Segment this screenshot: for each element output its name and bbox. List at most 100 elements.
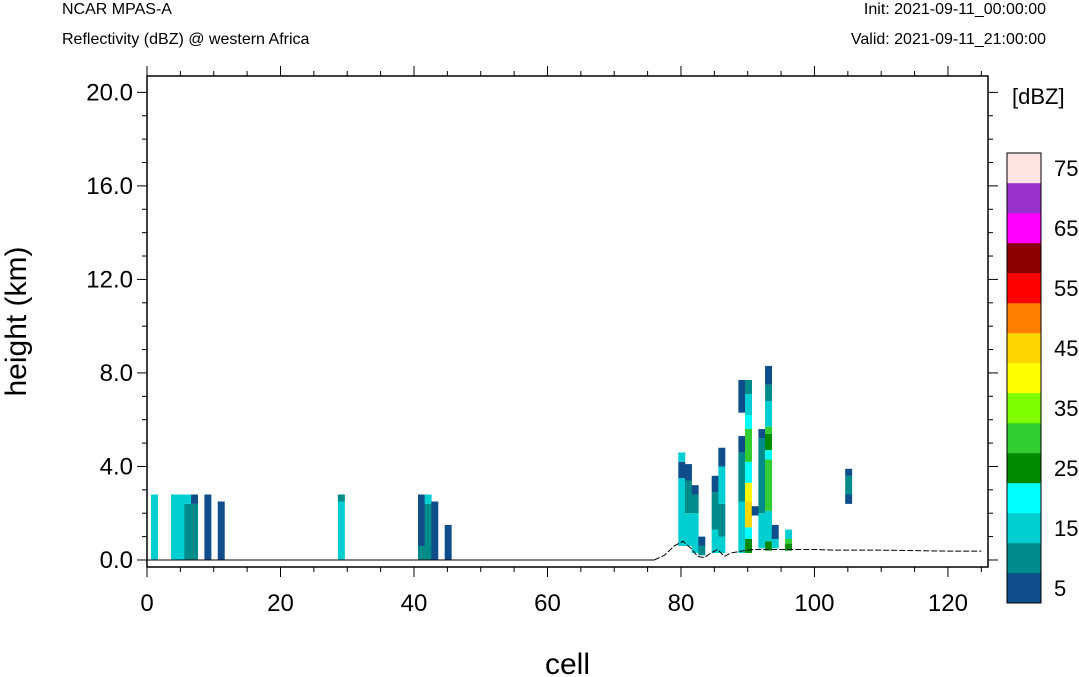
colorbar-swatch	[1007, 243, 1041, 274]
reflectivity-cell	[765, 426, 773, 434]
reflectivity-cell	[431, 501, 439, 560]
colorbar-label: 45	[1054, 336, 1078, 361]
reflectivity-cell	[745, 393, 753, 416]
y-axis-title: height (km)	[0, 246, 33, 396]
reflectivity-cell	[424, 503, 432, 560]
reflectivity-cell	[758, 429, 766, 439]
colorbar-swatch	[1007, 543, 1041, 574]
reflectivity-cell	[424, 494, 432, 504]
x-tick-label: 20	[267, 590, 294, 617]
reflectivity-cell	[191, 494, 199, 504]
x-tick-label: 100	[794, 590, 834, 617]
reflectivity-cell	[745, 527, 753, 539]
reflectivity-cell	[738, 379, 746, 413]
colorbar-swatch	[1007, 363, 1041, 394]
y-tick-label: 12.0	[86, 266, 133, 293]
colorbar-swatch	[1007, 183, 1041, 214]
colorbar-label: 55	[1054, 276, 1078, 301]
reflectivity-cell	[718, 536, 726, 553]
reflectivity-cell	[718, 447, 726, 467]
colorbar-swatch	[1007, 153, 1041, 184]
reflectivity-cell	[718, 466, 726, 504]
colorbar-swatch	[1007, 303, 1041, 334]
reflectivity-cell	[738, 501, 746, 553]
reflectivity-cell	[765, 541, 773, 551]
reflectivity-cell	[745, 415, 753, 430]
x-tick-label: 40	[401, 590, 428, 617]
reflectivity-cell	[758, 438, 766, 514]
reflectivity-cell	[337, 494, 345, 502]
reflectivity-cell	[751, 506, 759, 516]
reflectivity-cell	[711, 529, 719, 553]
y-tick-label: 8.0	[100, 360, 133, 387]
reflectivity-cell	[684, 513, 692, 546]
colorbar-label: 75	[1054, 156, 1078, 181]
field-subtitle: Reflectivity (dBZ) @ western Africa	[62, 31, 310, 48]
colorbar-swatch	[1007, 573, 1041, 604]
colorbar-swatch	[1007, 453, 1041, 484]
reflectivity-cell	[184, 503, 192, 560]
terrain-line	[654, 540, 982, 561]
colorbar-swatch	[1007, 483, 1041, 514]
colorbar-swatch	[1007, 213, 1041, 244]
reflectivity-cell	[745, 501, 753, 528]
y-tick-label: 16.0	[86, 173, 133, 200]
reflectivity-cell	[765, 459, 773, 511]
reflectivity-cell	[845, 468, 853, 476]
reflectivity-cell	[765, 433, 773, 451]
reflectivity-cell	[191, 503, 199, 560]
x-tick-label: 0	[140, 590, 153, 617]
y-axis: 0.0 4.0 8.0 12.0 16.0 20.0	[86, 79, 998, 574]
x-axis: 0 20 40 60 80 100 120	[140, 66, 982, 617]
reflectivity-cell	[765, 450, 773, 460]
reflectivity-cell	[765, 384, 773, 401]
reflectivity-cell	[151, 494, 158, 560]
reflectivity-cell	[417, 545, 425, 560]
reflectivity-cell	[204, 494, 212, 560]
x-tick-label: 120	[928, 590, 968, 617]
reflectivity-cell	[678, 478, 686, 546]
colorbar-label: 65	[1054, 216, 1078, 241]
colorbar-label: 15	[1054, 516, 1078, 541]
reflectivity-cell	[771, 524, 779, 539]
reflectivity-cell	[711, 492, 719, 530]
reflectivity-cell	[171, 494, 178, 560]
reflectivity-cell	[745, 482, 753, 502]
x-tick-label: 60	[534, 590, 561, 617]
colorbar: 5 15 25 35 45 55 65 75	[1006, 152, 1078, 604]
reflectivity-cell	[758, 513, 766, 549]
reflectivity-cell	[745, 379, 753, 394]
y-tick-label: 0.0	[100, 547, 133, 574]
reflectivity-cell	[698, 545, 706, 556]
reflectivity-cell	[678, 452, 686, 462]
colorbar-unit-label: [dBZ]	[1012, 84, 1065, 109]
reflectivity-cell	[184, 494, 192, 504]
y-tick-label: 4.0	[100, 453, 133, 480]
colorbar-swatch	[1007, 393, 1041, 424]
colorbar-swatch	[1007, 333, 1041, 364]
reflectivity-cell	[738, 452, 746, 502]
valid-time: Valid: 2021-09-11_21:00:00	[850, 31, 1046, 48]
reflectivity-cell	[745, 538, 753, 553]
model-title: NCAR MPAS-A	[62, 1, 172, 18]
reflectivity-cell	[771, 538, 779, 549]
plot-frame	[146, 75, 989, 568]
reflectivity-cell	[711, 475, 719, 493]
terrain-profile	[147, 540, 982, 561]
reflectivity-cell	[337, 501, 345, 560]
reflectivity-cell	[718, 503, 726, 537]
reflectivity-cell	[845, 475, 853, 495]
colorbar-border	[1006, 152, 1042, 604]
reflectivity-cell	[765, 365, 773, 385]
reflectivity-cell	[765, 401, 773, 427]
reflectivity-cell	[765, 510, 773, 542]
reflectivity-cell	[177, 494, 185, 560]
colorbar-swatch	[1007, 273, 1041, 304]
colorbar-swatch	[1007, 513, 1041, 544]
reflectivity-cell	[738, 436, 746, 453]
plot-border	[146, 75, 989, 568]
reflectivity-cell	[745, 461, 753, 483]
reflectivity-cell	[691, 513, 699, 553]
reflectivity-cell	[745, 429, 753, 462]
